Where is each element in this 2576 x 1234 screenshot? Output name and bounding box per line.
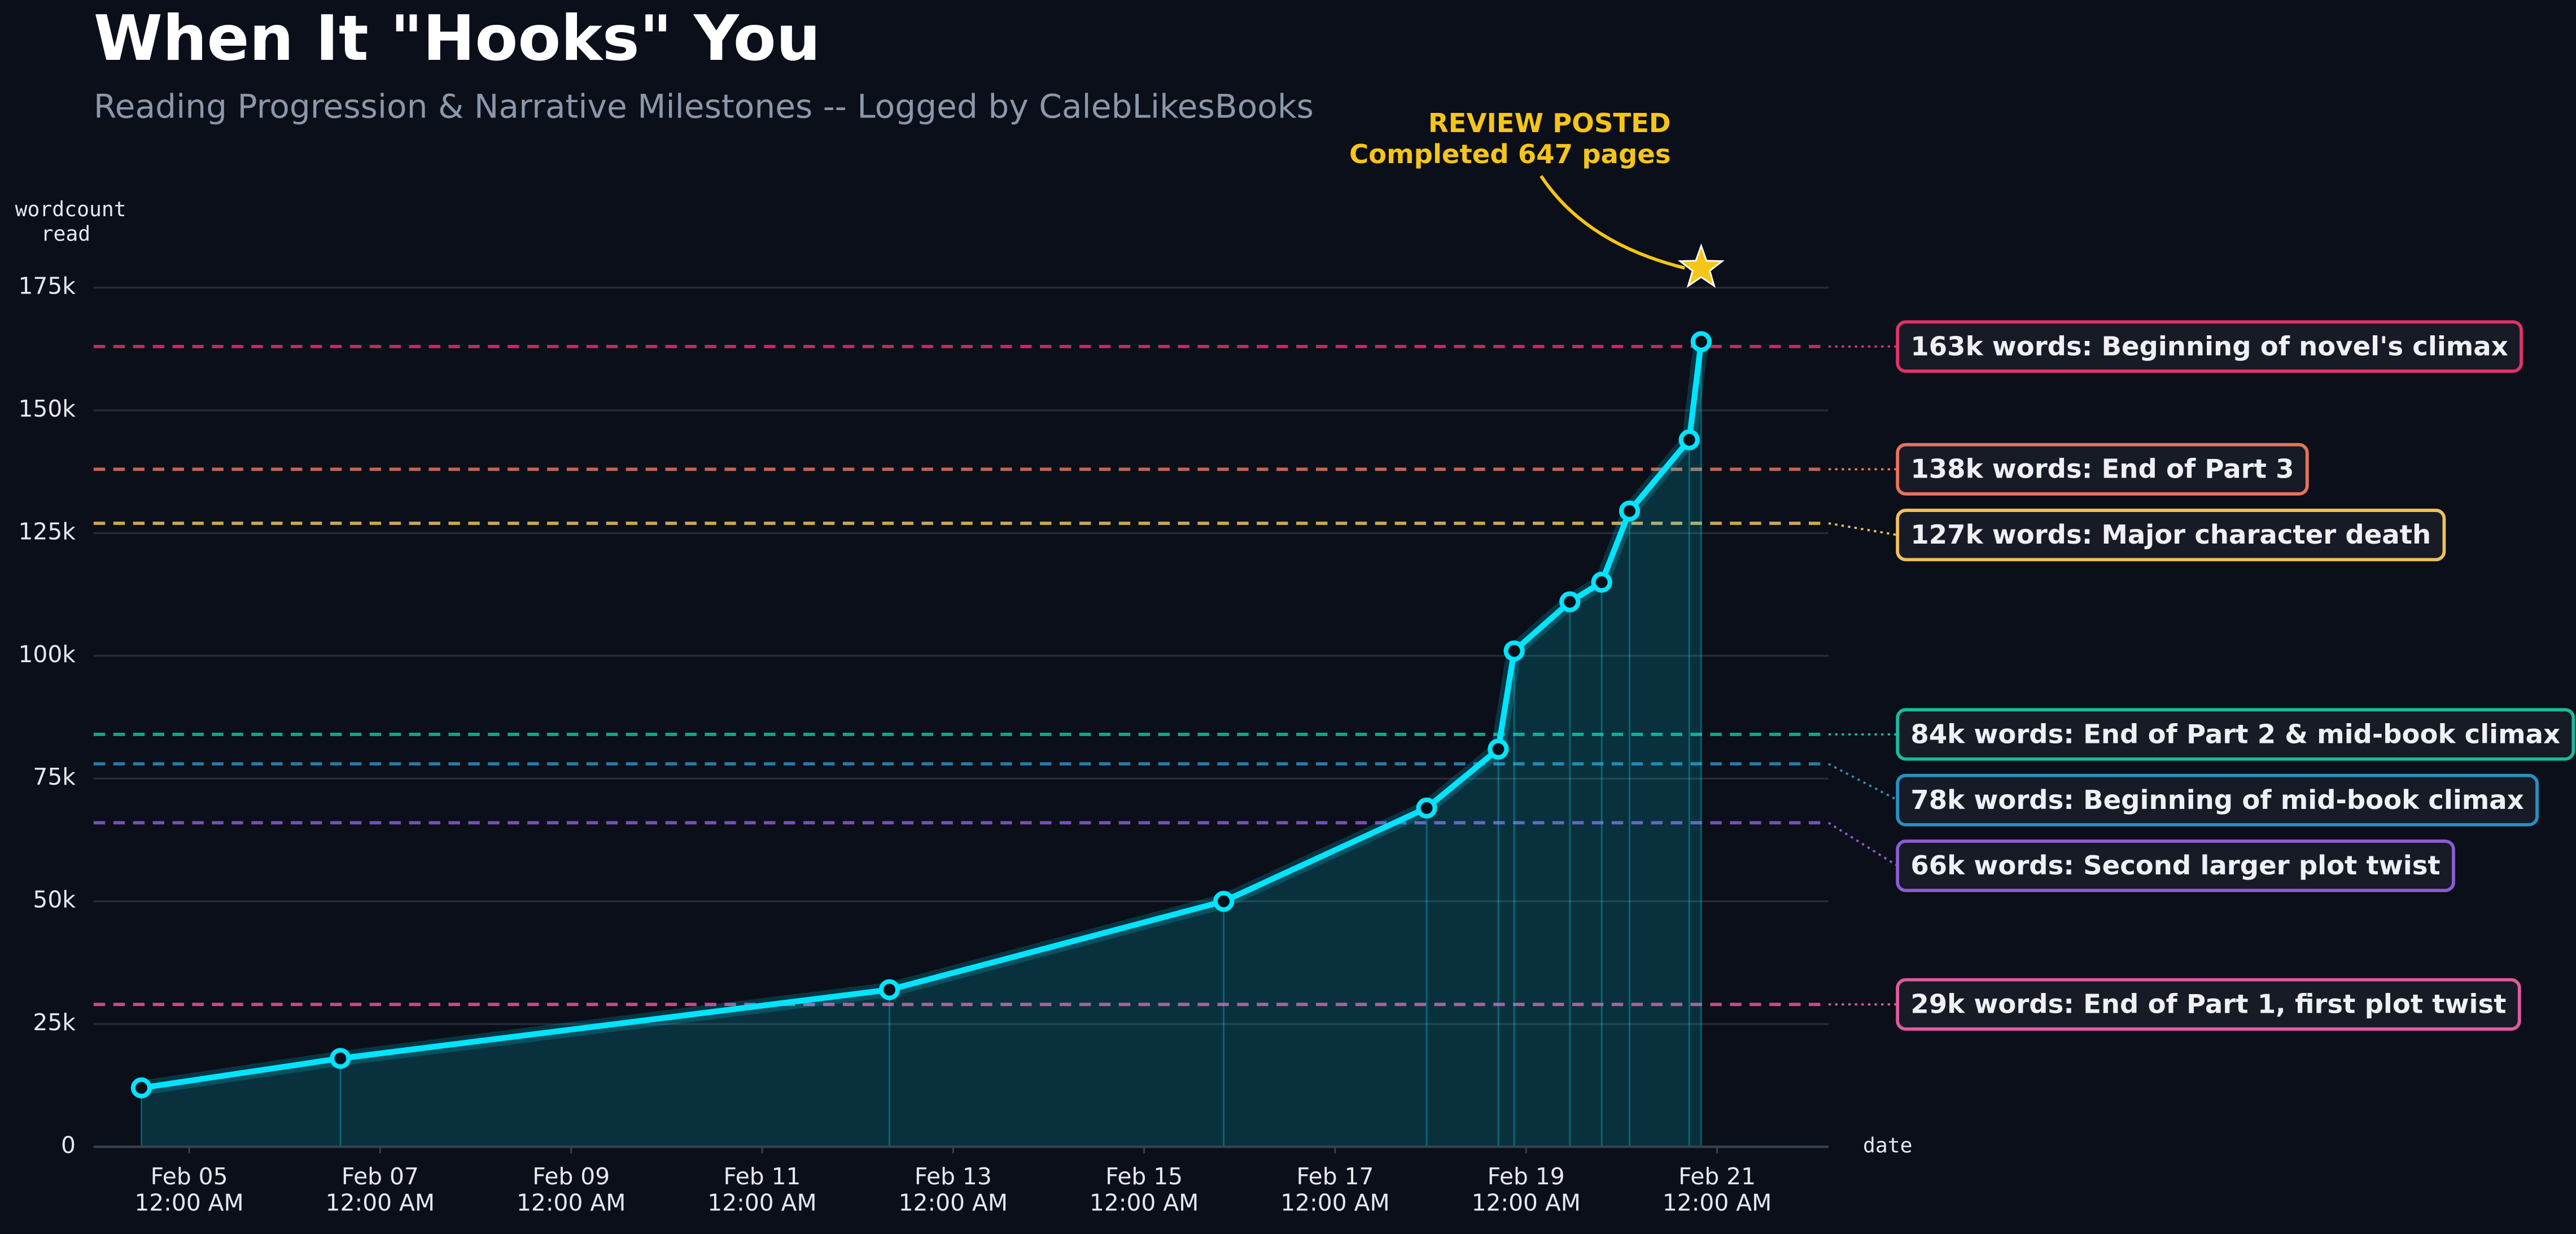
x-tick-label: 12:00 AM [1090, 1189, 1199, 1216]
milestone-text: 84k words: End of Part 2 & mid-book clim… [1910, 719, 2560, 749]
x-tick-label: 12:00 AM [899, 1189, 1008, 1216]
x-tick-label: Feb 05 [151, 1163, 228, 1190]
x-tick-label: Feb 13 [915, 1163, 992, 1190]
point [1213, 891, 1235, 912]
point [130, 1077, 152, 1099]
milestone-label: 127k words: Major character death [1896, 509, 2446, 562]
milestone-text: 163k words: Beginning of novel's climax [1910, 331, 2508, 361]
chart-title: When It "Hooks" You [94, 2, 821, 75]
point [1678, 429, 1700, 450]
x-tick-label: 12:00 AM [1663, 1189, 1772, 1216]
milestone-label: 163k words: Beginning of novel's climax [1896, 320, 2523, 373]
milestone-box [1896, 978, 2521, 1031]
x-tick-label: Feb 19 [1488, 1163, 1565, 1190]
milestone-label: 66k words: Second larger plot twist [1896, 839, 2455, 892]
y-tick-label: 75k [33, 763, 76, 790]
x-tick-label: 12:00 AM [517, 1189, 626, 1216]
annotation-text: Completed 647 pages [1349, 139, 1671, 169]
milestone-box [1896, 443, 2309, 496]
x-tick-label: 12:00 AM [326, 1189, 435, 1216]
x-axis-label: date [1863, 1133, 1913, 1157]
x-tick-label: 12:00 AM [1280, 1189, 1389, 1216]
x-tick-label: Feb 21 [1678, 1163, 1756, 1190]
x-tick-label: Feb 07 [342, 1163, 419, 1190]
x-tick-label: Feb 17 [1296, 1163, 1374, 1190]
milestone-text: 78k words: Beginning of mid-book climax [1910, 785, 2523, 815]
line [141, 341, 1704, 1091]
annotation-text: REVIEW POSTED [1428, 108, 1671, 138]
point [1559, 591, 1581, 612]
point [878, 979, 900, 1000]
point [330, 1048, 351, 1069]
point [1690, 331, 1712, 352]
milestone-text: 29k words: End of Part 1, first plot twi… [1910, 989, 2506, 1019]
chart-subtitle: Reading Progression & Narrative Mileston… [94, 87, 1314, 125]
annotation-arrow [1540, 175, 1685, 270]
x-tick-label: 12:00 AM [134, 1189, 243, 1216]
review-star [1677, 243, 1725, 288]
y-axis-label: wordcount [15, 197, 126, 221]
milestone-box [1896, 773, 2539, 826]
x-tick-label: 12:00 AM [707, 1189, 816, 1216]
milestone-box [1896, 708, 2575, 761]
milestone-box [1896, 839, 2455, 892]
point [1503, 640, 1525, 662]
milestone-text: 138k words: End of Part 3 [1910, 454, 2294, 484]
x-tick-label: 12:00 AM [1472, 1189, 1581, 1216]
milestone-connector [1827, 821, 1899, 867]
y-tick-label: 100k [19, 641, 76, 668]
y-tick-label: 25k [33, 1009, 76, 1036]
point [1619, 500, 1641, 522]
point [1416, 797, 1437, 819]
y-axis-label: read [41, 221, 91, 246]
y-tick-label: 125k [19, 518, 76, 545]
milestone-box [1896, 320, 2523, 373]
x-tick-label: Feb 15 [1105, 1163, 1183, 1190]
milestone-label: 138k words: End of Part 3 [1896, 443, 2309, 496]
milestone-label: 29k words: End of Part 1, first plot twi… [1896, 978, 2521, 1031]
milestone-text: 127k words: Major character death [1910, 519, 2431, 550]
milestone-connector [1828, 522, 1898, 536]
y-tick-label: 150k [19, 395, 76, 422]
x-tick-label: Feb 09 [532, 1163, 610, 1190]
y-tick-label: 50k [33, 886, 76, 913]
x-tick-label: Feb 11 [724, 1163, 801, 1190]
point [1488, 738, 1509, 760]
y-tick-label: 0 [61, 1131, 76, 1158]
area [141, 342, 1702, 1147]
point [1591, 571, 1612, 593]
milestone-label: 78k words: Beginning of mid-book climax [1896, 773, 2539, 826]
y-tick-label: 175k [19, 273, 76, 300]
milestone-text: 66k words: Second larger plot twist [1910, 850, 2440, 881]
milestone-label: 84k words: End of Part 2 & mid-book clim… [1896, 708, 2575, 761]
milestone-box [1896, 509, 2446, 562]
